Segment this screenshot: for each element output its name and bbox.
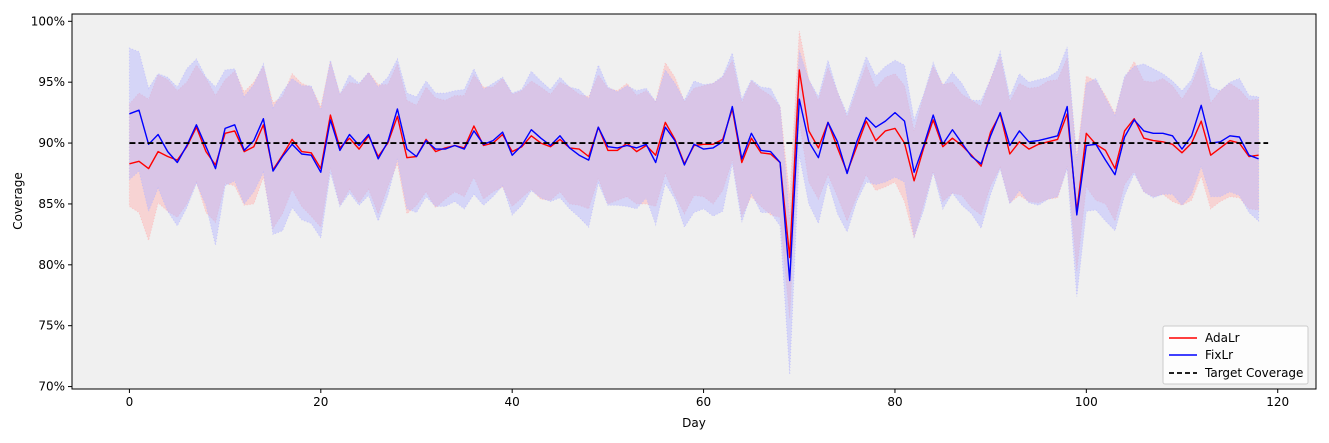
y-tick-label: 100% [31,14,65,28]
x-tick-label: 20 [313,395,328,409]
y-tick-label: 80% [38,258,65,272]
plot-frame [71,13,1317,390]
x-tick-label: 100 [1075,395,1098,409]
y-axis-label: Coverage [11,172,25,230]
plot-background [72,14,1316,389]
confidence-bands [128,30,1260,375]
y-tick-label: 75% [38,319,65,333]
x-tick-label: 0 [126,395,134,409]
legend-label-target: Target Coverage [1204,366,1303,380]
y-tick-label: 70% [38,380,65,394]
x-axis-ticks: 0 20 40 60 80 100 120 [126,389,1289,409]
y-axis-ticks: 70% 75% 80% 85% 90% 95% 100% [31,14,72,394]
y-tick-label: 85% [38,197,65,211]
band-adalr [128,30,1260,319]
legend-label-fixlr: FixLr [1205,348,1233,362]
x-tick-label: 80 [887,395,902,409]
x-axis-label: Day [682,416,706,430]
legend-label-adalr: AdaLr [1205,331,1240,345]
y-tick-label: 95% [38,75,65,89]
band-fixlr [128,46,1260,375]
x-tick-label: 60 [696,395,711,409]
legend-box [1162,325,1309,385]
x-tick-label: 40 [505,395,520,409]
y-tick-label: 90% [38,136,65,150]
x-tick-label: 120 [1266,395,1289,409]
legend: AdaLr FixLr Target Coverage [1162,325,1309,385]
